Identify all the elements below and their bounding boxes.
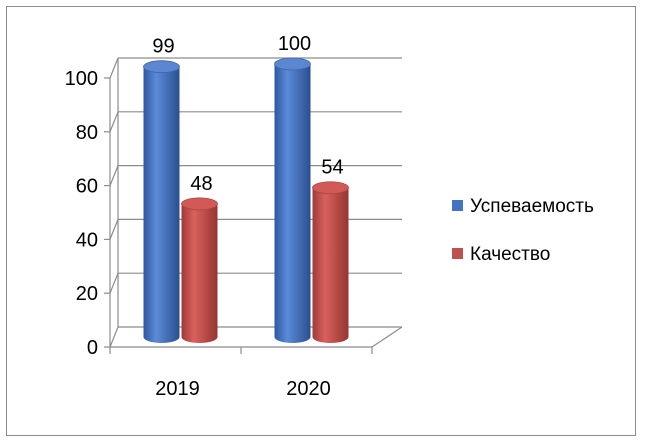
bar-body <box>312 187 349 343</box>
data-label: 100 <box>278 33 311 55</box>
category-label: 2020 <box>286 378 331 400</box>
gridline-side <box>109 165 119 186</box>
bar-1-1: 54 <box>312 157 349 343</box>
bar-0-0: 99 <box>143 36 180 343</box>
y-tick-label: 80 <box>76 122 98 144</box>
bar-1-0: 48 <box>181 173 218 343</box>
bar-0-1: 100 <box>274 33 311 343</box>
legend-label-series-1: Качество <box>470 244 550 265</box>
legend-swatch-series-1 <box>452 248 463 259</box>
axes <box>104 77 403 354</box>
y-tick-labels: 0 20 40 60 80 100 <box>65 68 98 359</box>
category-label: 2019 <box>155 378 200 400</box>
gridline-side <box>109 272 119 294</box>
data-label: 99 <box>152 36 174 58</box>
bar-body <box>181 203 218 343</box>
bar-body <box>143 66 180 343</box>
bar-top <box>143 60 180 74</box>
y-tick-label: 0 <box>87 337 98 359</box>
y-tick-label: 60 <box>76 176 98 198</box>
data-label: 48 <box>190 173 212 195</box>
y-tick-label: 100 <box>65 68 98 90</box>
bars: 99 48 100 54 <box>143 33 349 343</box>
bar-top <box>274 57 311 71</box>
legend-swatch-series-0 <box>452 200 463 211</box>
bar-body <box>274 64 311 343</box>
category-labels: 2019 2020 <box>155 378 331 400</box>
legend-label-series-0: Успеваемость <box>470 196 594 217</box>
gridline-side <box>109 57 119 79</box>
floor-edge <box>371 326 403 348</box>
bar-top <box>312 181 349 195</box>
gridline-side <box>109 326 119 348</box>
gridline-side <box>109 219 119 240</box>
gridline-side <box>109 111 119 133</box>
legend: Успеваемость Качество <box>452 196 594 265</box>
bar-top <box>181 197 218 211</box>
data-label: 54 <box>321 157 343 179</box>
y-tick-label: 40 <box>76 229 98 251</box>
y-tick-label: 20 <box>76 283 98 305</box>
